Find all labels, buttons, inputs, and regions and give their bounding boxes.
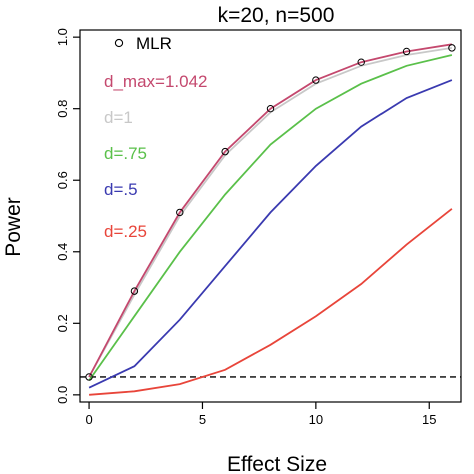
series-line-d-25 — [89, 208, 453, 396]
legend-label: MLR — [136, 34, 172, 53]
mlr-point — [312, 76, 320, 84]
legend-label: d=.75 — [104, 144, 147, 163]
x-axis: 0 5 10 15 — [85, 402, 436, 427]
plot-frame — [79, 29, 462, 403]
series-line-d-5 — [88, 79, 453, 389]
mlr-point — [357, 58, 365, 66]
x-tick-label: 5 — [199, 412, 206, 427]
mlr-point — [85, 373, 93, 381]
mlr-point — [221, 147, 229, 156]
y-tick-label: 1.0 — [55, 28, 70, 46]
x-axis-label: Effect Size — [227, 453, 327, 474]
y-axis-label: Power — [2, 197, 25, 257]
series-line-d-75 — [88, 54, 453, 382]
legend-label: d_max=1.042 — [104, 72, 208, 91]
y-tick-label: 0.6 — [55, 171, 70, 189]
y-tick-label: 0.0 — [55, 386, 70, 404]
y-axis: 0.0 0.2 0.4 0.6 0.8 1.0 — [55, 28, 80, 404]
mlr-point — [402, 47, 411, 56]
y-tick-label: 0.8 — [55, 100, 70, 118]
legend-label: d=.5 — [104, 180, 138, 199]
chart-title: k=20, n=500 — [218, 4, 335, 27]
series-line-d-max-1-042 — [88, 43, 453, 378]
mlr-point — [176, 208, 184, 217]
x-tick-label: 10 — [309, 412, 323, 427]
x-tick-label: 15 — [422, 412, 436, 427]
x-tick-label: 0 — [85, 412, 92, 427]
y-tick-label: 0.2 — [55, 314, 70, 332]
mlr-point — [266, 104, 275, 113]
y-tick-label: 0.4 — [55, 243, 70, 261]
legend-marker-icon — [114, 38, 124, 48]
legend-label: d=1 — [104, 108, 133, 127]
mlr-point — [130, 287, 139, 295]
legend-label: d=.25 — [104, 222, 147, 241]
legend: MLR d_max=1.042 d=1 d=.75 d=.5 d=.25 — [104, 34, 208, 241]
mlr-point — [448, 44, 456, 52]
